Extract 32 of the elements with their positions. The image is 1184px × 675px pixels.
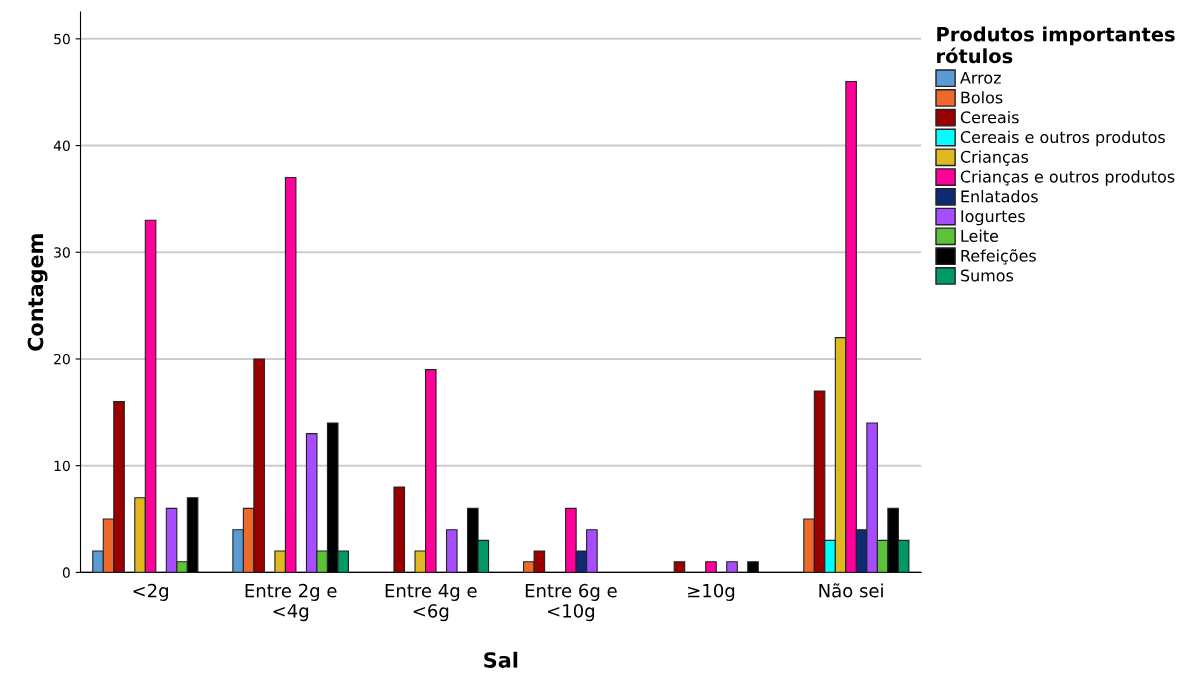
y-tick-label: 30 (54, 247, 70, 258)
x-tick-label: <2g (133, 583, 168, 601)
x-axis-title: Sal (484, 651, 518, 668)
legend-label: Cereais (960, 110, 1019, 124)
x-tick-label: ≥10g (688, 583, 735, 601)
y-tick-label: 0 (62, 567, 70, 578)
x-tick-label: Não sei (819, 583, 883, 598)
legend-label: Crianças (960, 150, 1029, 166)
legend-label: Cereais e outros produtos (960, 130, 1165, 147)
bar (393, 486, 406, 573)
legend-label: Leite (961, 229, 999, 242)
x-tick-label: Entre 4g e <6g (385, 584, 477, 622)
y-axis-title: Contagem (27, 234, 48, 351)
legend-label: Sumos (960, 269, 1014, 282)
x-tick-label: Entre 2g e <4g (245, 583, 337, 622)
bar (705, 561, 717, 573)
bar (747, 561, 759, 573)
bar (445, 529, 458, 573)
legend-label: Refeições (961, 249, 1036, 265)
legend-label: Enlatados (961, 190, 1038, 203)
legend-title: Produtos importantes rótulos (937, 26, 1175, 64)
y-tick-label: 50 (54, 33, 70, 45)
y-tick-label: 10 (54, 460, 70, 472)
legend-label: Iogurtes (961, 210, 1025, 226)
x-tick-label: Entre 6g e <10g (525, 583, 617, 622)
legend-label: Arroz (960, 71, 1001, 84)
bar (673, 561, 686, 573)
y-tick-label: 40 (53, 140, 70, 152)
legend-label: Crianças e outros produtos (960, 170, 1175, 186)
bar (726, 561, 738, 573)
y-tick-label: 20 (54, 353, 70, 365)
legend-label: Bolos (961, 91, 1003, 104)
